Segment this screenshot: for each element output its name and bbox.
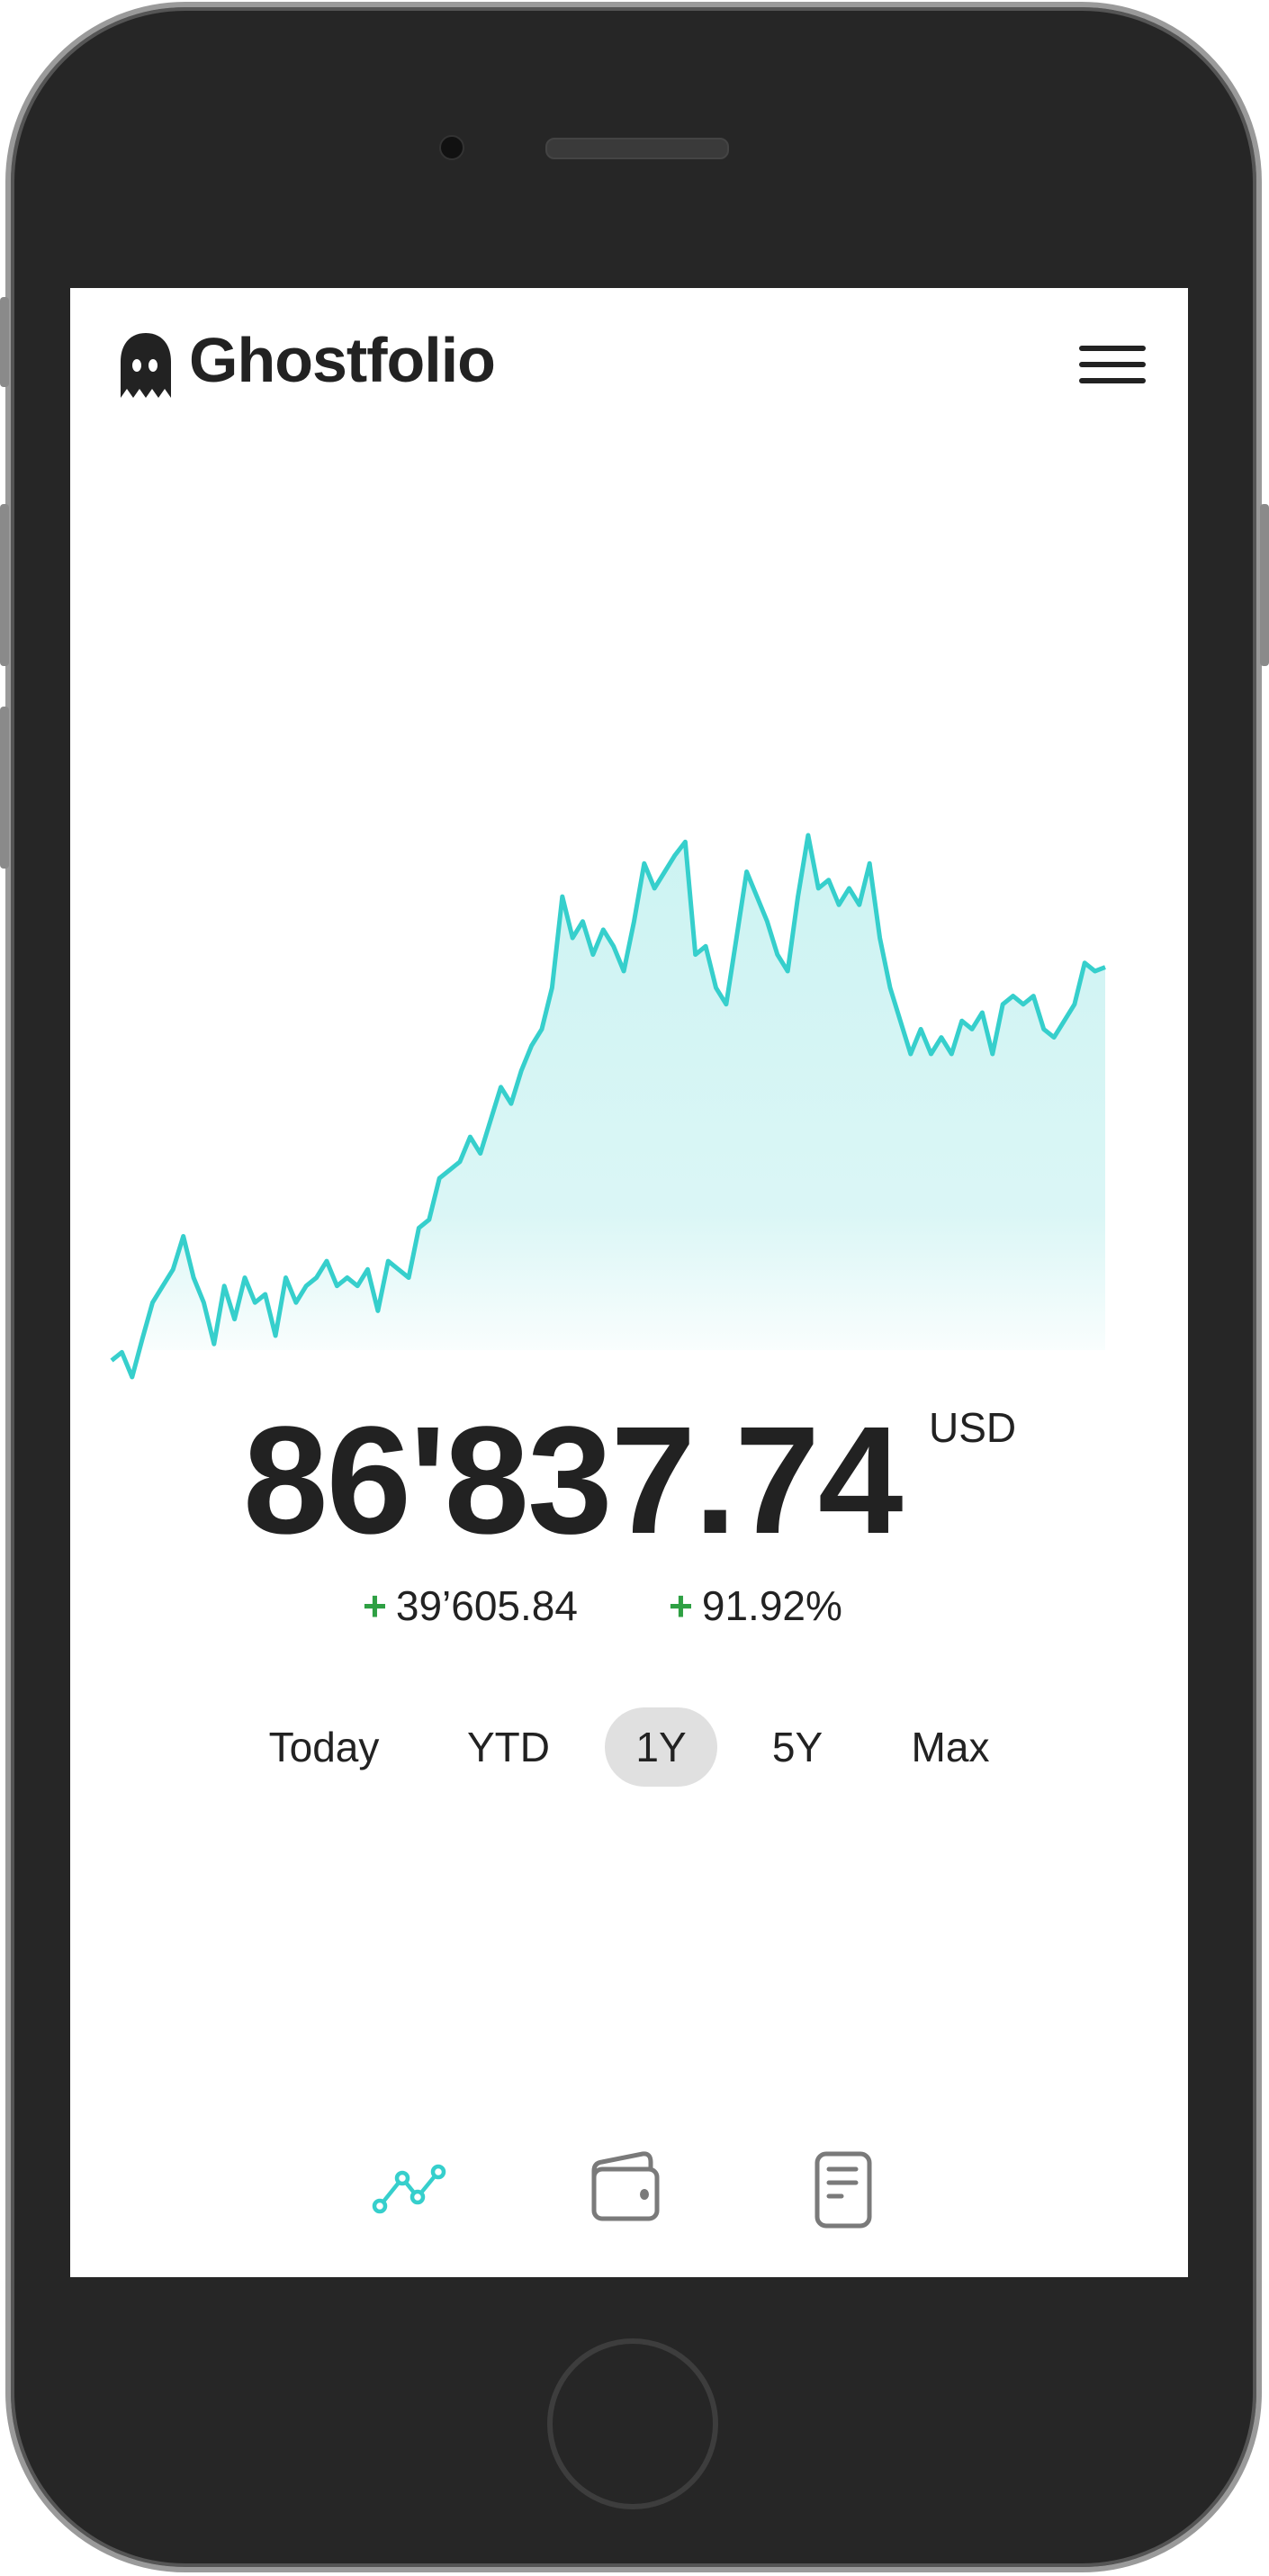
portfolio-value: 86'837.74 bbox=[243, 1395, 903, 1566]
absolute-change-value: 39’605.84 bbox=[395, 1582, 578, 1629]
relative-change-value: 91.92% bbox=[701, 1582, 842, 1629]
phone-power-button bbox=[1260, 504, 1269, 666]
document-icon[interactable] bbox=[813, 2149, 876, 2230]
performance-chart[interactable] bbox=[0, 0, 1269, 1386]
hamburger-menu-icon[interactable] bbox=[1078, 344, 1147, 385]
plus-sign: + bbox=[669, 1582, 693, 1629]
currency-label: USD bbox=[929, 1404, 1017, 1451]
camera bbox=[439, 135, 464, 160]
line-chart-icon[interactable] bbox=[371, 2156, 454, 2219]
wallet-icon[interactable] bbox=[587, 2151, 668, 2223]
home-button[interactable] bbox=[547, 2338, 718, 2509]
chart-area-fill bbox=[112, 835, 1105, 1377]
range-5y[interactable]: 5Y bbox=[771, 1724, 824, 1770]
absolute-change: +39’605.84 bbox=[363, 1581, 578, 1630]
phone-volume-up bbox=[0, 504, 9, 666]
plus-sign: + bbox=[363, 1582, 387, 1629]
phone-mute-switch bbox=[0, 297, 9, 387]
range-today[interactable]: Today bbox=[268, 1724, 380, 1770]
range-1y[interactable]: 1Y bbox=[605, 1707, 717, 1787]
range-ytd[interactable]: YTD bbox=[467, 1724, 550, 1770]
ghost-icon[interactable] bbox=[119, 333, 173, 398]
speaker bbox=[545, 138, 729, 159]
range-max[interactable]: Max bbox=[911, 1724, 990, 1770]
relative-change: +91.92% bbox=[669, 1581, 842, 1630]
app-name[interactable]: Ghostfolio bbox=[189, 325, 496, 395]
chart-series-line bbox=[110, 833, 1106, 1380]
phone-volume-down bbox=[0, 707, 9, 869]
